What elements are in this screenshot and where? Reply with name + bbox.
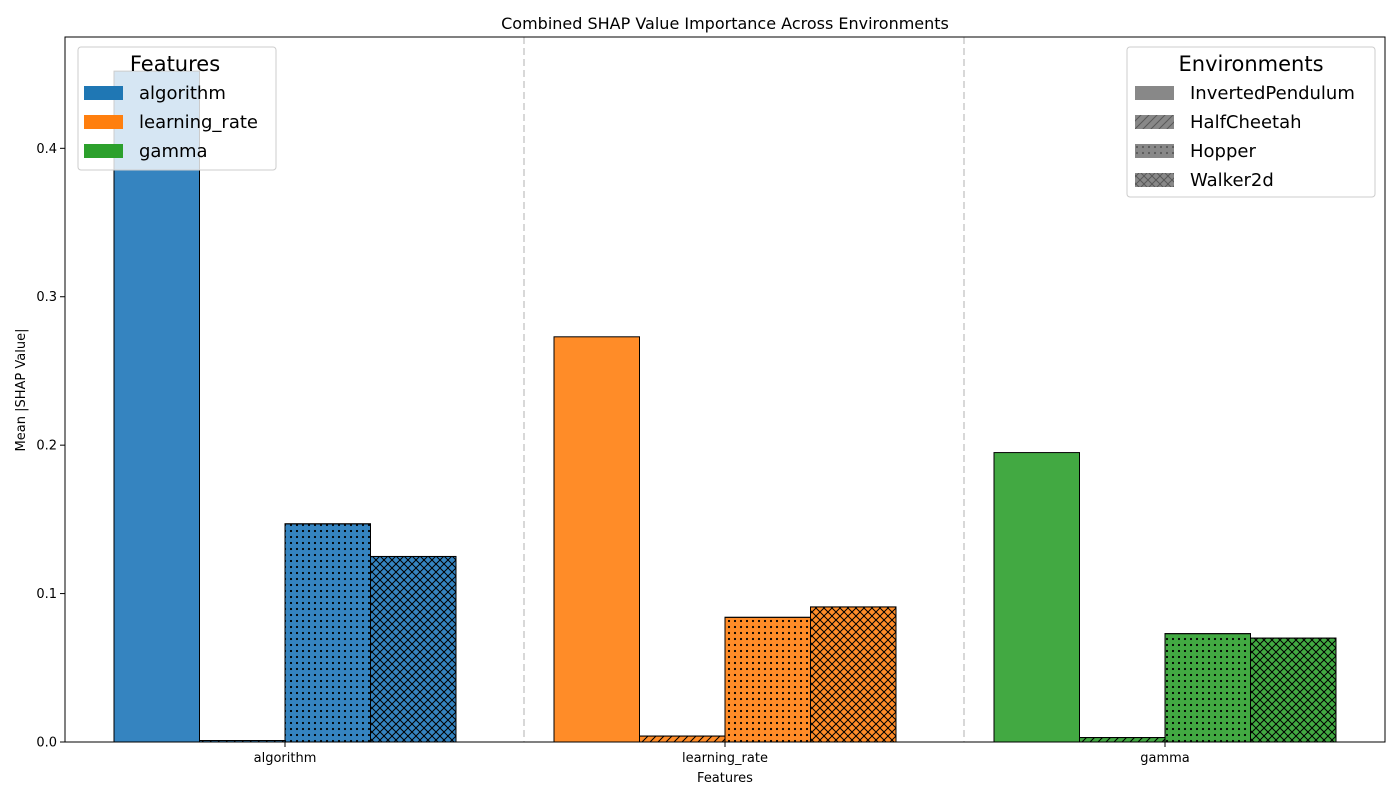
y-tick-label: 0.0	[36, 736, 57, 751]
legend-swatch-InvertedPendulum	[1135, 86, 1174, 100]
bars-group	[113, 70, 1337, 743]
y-tick-label: 0.3	[36, 290, 57, 305]
legend-label-InvertedPendulum: InvertedPendulum	[1190, 83, 1355, 104]
legend-label-gamma: gamma	[139, 141, 208, 162]
features-legend-frame	[77, 46, 277, 171]
chart-title: Combined SHAP Value Importance Across En…	[501, 14, 949, 33]
environments-legend: Environments InvertedPendulum HalfCheetah…	[1126, 46, 1376, 198]
legend-swatch-learning_rate	[84, 115, 123, 129]
legend-swatch-gamma	[84, 144, 123, 158]
features-legend-title: Features	[130, 52, 220, 76]
bar-hatch-gamma-HalfCheetah	[1079, 737, 1166, 743]
environments-legend-title: Environments	[1178, 52, 1323, 76]
legend-label-Walker2d: Walker2d	[1190, 170, 1274, 191]
legend-label-HalfCheetah: HalfCheetah	[1190, 112, 1302, 133]
x-tick-label: learning_rate	[682, 751, 768, 766]
bar-algorithm-InvertedPendulum	[113, 70, 200, 743]
bar-hatch-gamma-Walker2d	[1250, 637, 1337, 743]
x-tick-label: gamma	[1140, 751, 1190, 766]
bar-hatch-learning_rate-Walker2d	[810, 606, 897, 743]
x-tick-label: algorithm	[254, 751, 317, 766]
x-axis-label: Features	[697, 771, 753, 786]
bar-hatch-gamma-Hopper	[1164, 633, 1251, 743]
y-tick-label: 0.4	[36, 142, 57, 157]
legend-hatch-Hopper	[1135, 144, 1174, 158]
legend-hatch-HalfCheetah	[1135, 115, 1174, 129]
legend-label-learning_rate: learning_rate	[139, 112, 258, 133]
y-axis-label: Mean |SHAP Value|	[14, 329, 29, 452]
bar-gamma-InvertedPendulum	[993, 452, 1080, 743]
environments-legend-frame	[1126, 46, 1376, 198]
legend-label-algorithm: algorithm	[139, 83, 226, 104]
bar-hatch-algorithm-Walker2d	[370, 555, 457, 743]
y-tick-label: 0.1	[36, 587, 57, 602]
bar-hatch-learning_rate-Hopper	[724, 616, 811, 743]
x-axis: algorithm learning_rate gamma	[254, 742, 1190, 766]
bar-learning_rate-InvertedPendulum	[553, 336, 640, 743]
category-separators	[523, 37, 965, 742]
y-axis: 0.0 0.1 0.2 0.3 0.4	[36, 142, 65, 751]
legend-hatch-Walker2d	[1135, 173, 1174, 187]
legend-label-Hopper: Hopper	[1190, 141, 1256, 162]
legend-swatch-algorithm	[84, 86, 123, 100]
bar-hatch-algorithm-Hopper	[284, 523, 371, 743]
y-tick-label: 0.2	[36, 439, 57, 454]
bar-hatch-learning_rate-HalfCheetah	[639, 735, 726, 743]
